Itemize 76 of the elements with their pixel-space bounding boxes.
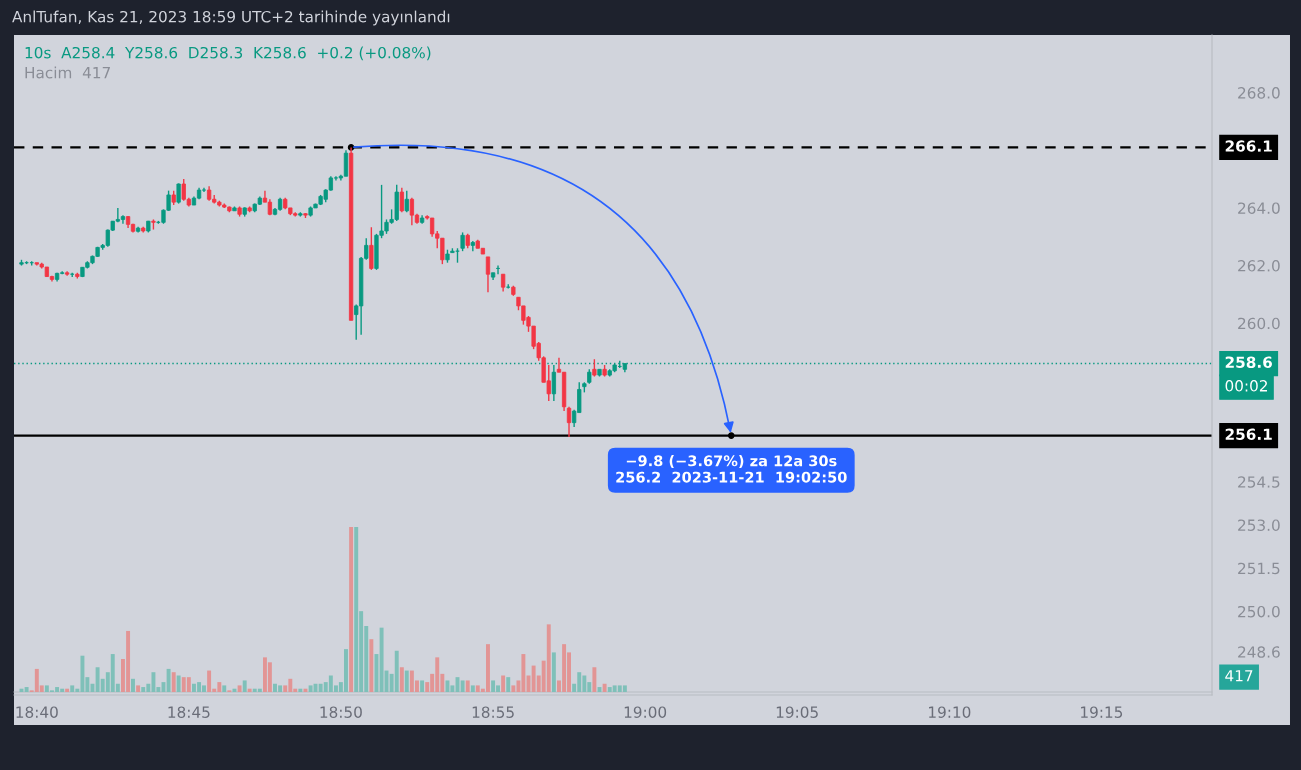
candlestick [176,182,181,205]
candlestick [369,226,374,271]
bar [141,687,146,692]
bar [551,652,556,692]
bar [506,677,511,692]
ref-line-label: 266.1 [1225,140,1272,152]
bar [399,667,404,692]
bar [136,685,141,692]
bar [465,680,470,692]
x-tick-label: 19:05 [776,706,818,718]
ref-line-label: 258.6 [1225,356,1272,368]
bar [470,685,475,692]
bar [349,527,354,692]
x-tick-label: 18:45 [168,706,210,718]
bar [394,650,399,692]
bar [602,683,607,692]
bar [445,680,450,692]
bar [501,675,506,692]
text: 417 [1225,670,1253,682]
candlestick [460,231,465,252]
x-tick-label: 18:55 [472,706,514,718]
bar [491,680,496,692]
candlestick [409,197,415,226]
bar [171,672,176,692]
candlestick [404,189,409,213]
bar [65,688,70,692]
bar [379,627,384,692]
candlestick [343,149,349,177]
text: 10s A258.4 Y258.6 D258.3 K258.6 +0.2 (+0.08%) [25,46,431,61]
x-tick-label: 19:00 [624,706,667,718]
y-tick-label: 268.0 [1238,87,1280,99]
bar [257,688,262,692]
candlestick [551,364,557,402]
bar [622,685,627,692]
annotation: −9.8 (−3.67%) za 12a 30s 256.2 2023-11-21 19:02:50 [616,455,847,483]
x-tick-label: 19:15 [1081,706,1123,718]
bar [131,678,135,692]
bar [176,675,181,692]
bar [404,670,409,692]
y-tick-label: 251.5 [1238,562,1280,575]
y-tick-label: 250.0 [1238,605,1280,618]
x-tick-label: 19:10 [929,706,971,718]
candlestick [485,256,491,294]
bar [374,654,379,692]
y-tick-label: 262.0 [1238,260,1280,272]
y-tick-label: 264.0 [1238,202,1280,214]
y-tick-label: 254.5 [1238,476,1280,488]
bar [24,687,29,692]
bar [303,688,308,692]
bar [546,624,551,692]
y-tick-label: 248.6 [1238,646,1280,658]
y-tick-label: 253.0 [1238,519,1280,531]
bar [247,688,252,692]
candlestick [399,187,404,213]
chart-title: AnlTufan, Kas 21, 2023 18:59 UTC+2 tarihinde yayınlandı [12,10,450,26]
bar [70,685,75,692]
bar [242,680,247,692]
bar [369,639,374,692]
bar [460,680,465,692]
bar [308,685,313,692]
bar [186,677,191,692]
ref-line-label: 256.1 [1225,428,1272,441]
x-tick-label: 18:50 [320,706,362,718]
bar [237,685,242,692]
bar [166,668,171,692]
text: 00:02 [1225,380,1267,392]
bar [354,527,359,692]
x-tick-label: 18:40 [16,706,58,718]
bar [420,680,425,692]
bar [298,688,303,692]
annotation: Hacim 417 [25,66,110,79]
y-tick-label: 260.0 [1238,317,1280,330]
bar [222,685,227,692]
candlestick [566,406,572,438]
bar [592,667,597,692]
bar [207,670,212,692]
